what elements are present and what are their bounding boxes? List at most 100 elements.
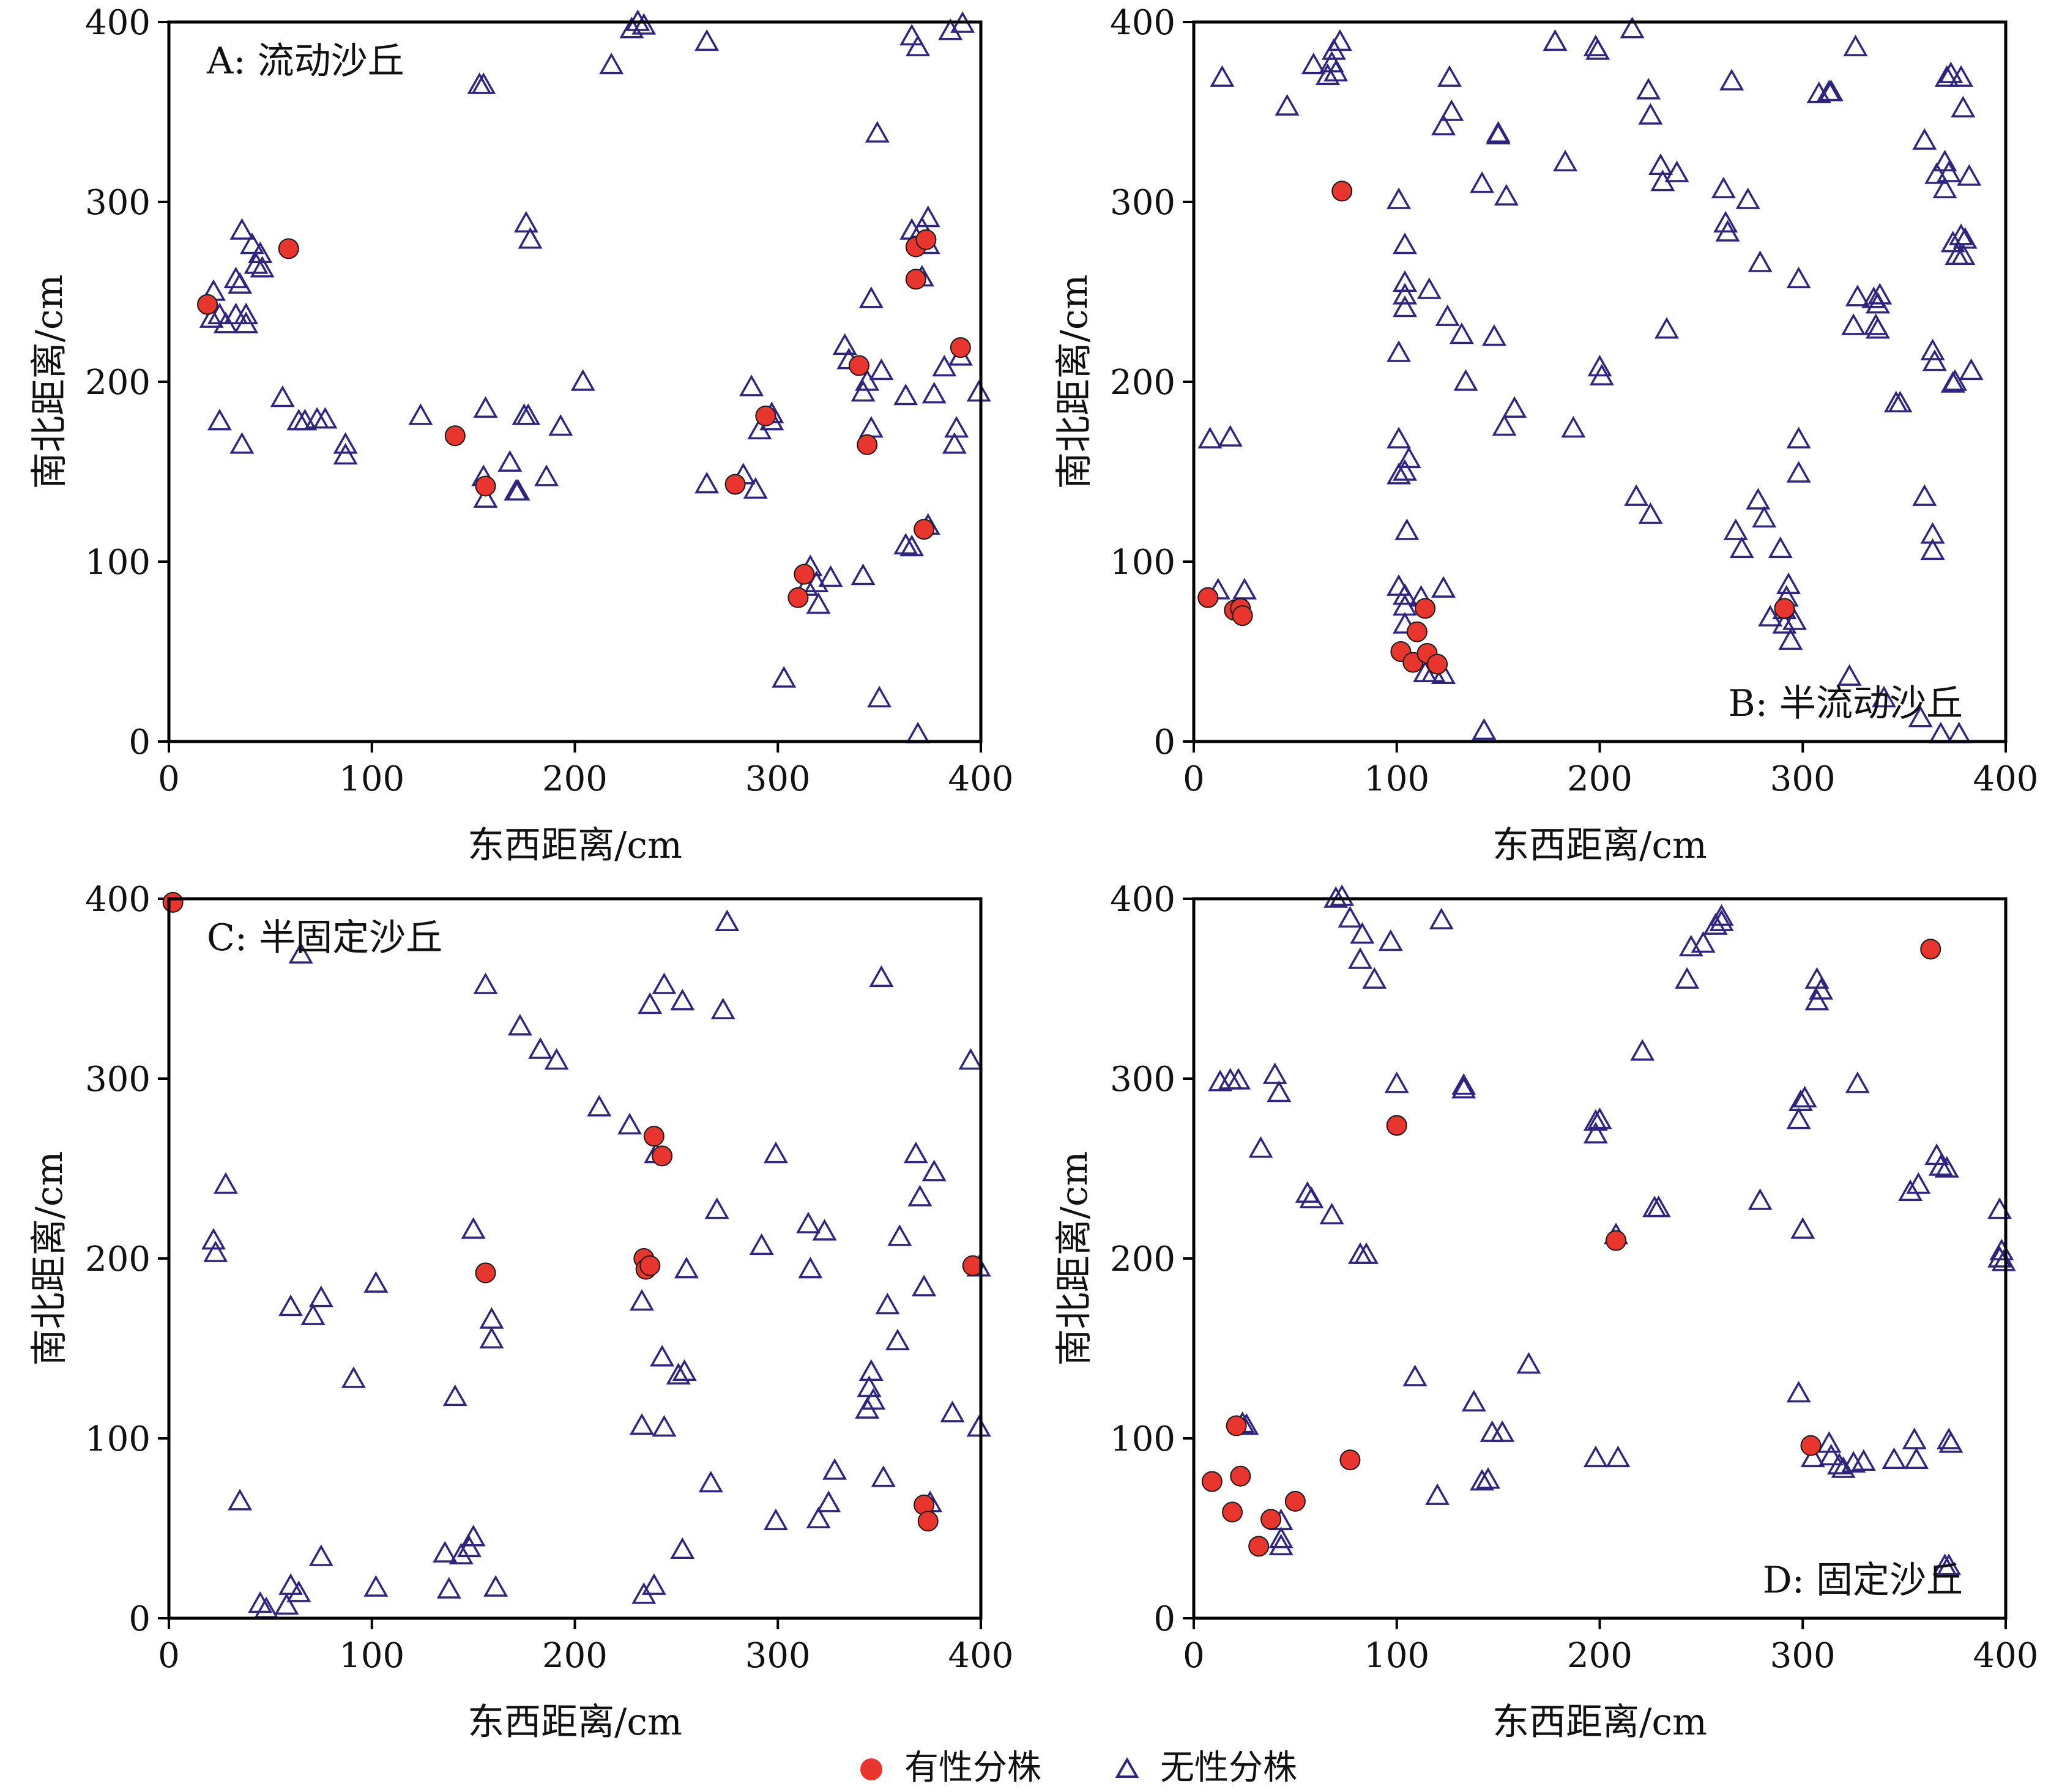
asexual-point-c [875, 1292, 900, 1315]
asexual-point-b [1782, 608, 1807, 630]
asexual-point-b [1393, 612, 1418, 634]
asexual-point-b [1768, 536, 1793, 559]
asexual-point-a [772, 666, 797, 688]
asexual-point-b [1949, 223, 1974, 245]
asexual-point-a [240, 232, 265, 255]
panel-title-d: D: 固定沙丘 [1763, 1559, 1963, 1602]
asexual-point-b [1589, 363, 1614, 385]
asexual-point-a [250, 256, 275, 278]
x-tick-label-d: 0 [1183, 1636, 1205, 1676]
asexual-point-b [1492, 414, 1517, 436]
asexual-point-b [1949, 65, 1974, 87]
asexual-point-b [1323, 59, 1349, 82]
asexual-point-b [1959, 358, 1984, 381]
asexual-point-c [912, 1274, 937, 1296]
asexual-point-c [666, 1363, 691, 1385]
x-tick-label-b: 100 [1364, 759, 1429, 799]
y-tick-label-a: 100 [85, 543, 151, 582]
asexual-point-c [940, 1400, 965, 1422]
asexual-point-d [1429, 907, 1454, 930]
asexual-point-b [1952, 227, 1978, 249]
asexual-point-c [861, 1388, 886, 1410]
asexual-point-b [1431, 113, 1456, 136]
asexual-point-a [869, 358, 894, 381]
sexual-point-b [1232, 605, 1253, 626]
asexual-point-c [822, 1458, 847, 1480]
asexual-point-b [1711, 176, 1736, 199]
asexual-point-b [1218, 425, 1243, 447]
asexual-point-c [213, 1172, 238, 1194]
asexual-point-b [1636, 78, 1661, 100]
sexual-point-a [755, 405, 776, 426]
asexual-point-d [1348, 947, 1373, 969]
asexual-point-c [308, 1544, 333, 1566]
asexual-point-d [1451, 1077, 1476, 1099]
asexual-point-a [570, 369, 595, 391]
asexual-point-d [1338, 905, 1363, 928]
asexual-point-b [1752, 505, 1777, 528]
asexual-point-b [1393, 583, 1418, 605]
asexual-point-b [1315, 63, 1340, 85]
asexual-point-a [505, 478, 530, 501]
asexual-point-b [1453, 369, 1478, 391]
asexual-point-b [1624, 484, 1649, 506]
x-tick-label-d: 300 [1770, 1636, 1836, 1676]
asexual-point-c [288, 942, 313, 964]
asexual-point-c [650, 1345, 675, 1367]
legend-sexual-marker [860, 1758, 882, 1780]
asexual-point-d [1470, 1469, 1495, 1491]
x-tick-label-a: 100 [339, 759, 404, 799]
y-tick-label-a: 300 [85, 183, 151, 223]
asexual-point-a [921, 382, 947, 404]
asexual-point-d [1991, 1249, 2016, 1271]
asexual-point-b [1729, 536, 1754, 559]
asexual-point-b [1748, 250, 1773, 272]
asexual-point-b [1393, 270, 1418, 292]
asexual-point-b [1735, 187, 1760, 209]
asexual-point-c [274, 1593, 299, 1615]
panels: 0 100 200 300 400 0 100 200 300 400 东西距离/cm 南北距离/cm… [28, 3, 2038, 1744]
asexual-point-a [518, 227, 543, 249]
asexual-point-c [528, 1037, 553, 1059]
panel-title-a: A: 流动沙丘 [206, 40, 404, 83]
asexual-point-b [1957, 164, 1982, 186]
asexual-point-c [278, 1294, 303, 1317]
x-tick-label-b: 0 [1183, 759, 1205, 799]
asexual-point-b [1654, 317, 1679, 339]
asexual-point-a [694, 472, 720, 494]
y-tick-label-d: 100 [1110, 1419, 1175, 1459]
asexual-point-d [1898, 1179, 1923, 1201]
x-tick-label-a: 300 [745, 759, 811, 799]
asexual-point-a [497, 450, 523, 472]
asexual-point-c [300, 1303, 326, 1325]
asexual-point-a [333, 442, 358, 465]
asexual-point-b [1387, 463, 1412, 485]
asexual-point-b [1865, 317, 1891, 339]
asexual-point-c [710, 997, 735, 1020]
sexual-point-c [643, 1126, 664, 1147]
x-axis-label-b: 东西距离/cm [1492, 824, 1707, 867]
asexual-point-a [471, 72, 496, 94]
y-tick-label-c: 0 [128, 1599, 151, 1639]
sexual-point-d [1230, 1465, 1251, 1487]
asexual-point-c [698, 1470, 723, 1493]
asexual-point-a [938, 18, 963, 40]
asexual-point-b [1393, 459, 1418, 481]
asexual-point-a [244, 252, 269, 274]
asexual-point-b [1867, 283, 1893, 305]
asexual-point-c [812, 1219, 837, 1241]
asexual-point-c [248, 1591, 273, 1613]
asexual-point-c [798, 1257, 823, 1279]
asexual-point-d [1461, 1389, 1486, 1411]
legend: 有性分株 无性分株 [860, 1748, 1297, 1788]
asexual-point-c [286, 1580, 311, 1602]
asexual-point-b [1449, 322, 1474, 344]
asexual-point-b [1920, 338, 1945, 360]
asexual-point-b [1719, 69, 1744, 91]
sexual-point-d [1260, 1509, 1282, 1530]
asexual-point-b [1210, 65, 1235, 87]
sexual-point-b [1331, 180, 1353, 202]
asexual-point-b [1932, 176, 1957, 199]
asexual-point-c [907, 1184, 932, 1206]
asexual-point-a [942, 432, 967, 454]
